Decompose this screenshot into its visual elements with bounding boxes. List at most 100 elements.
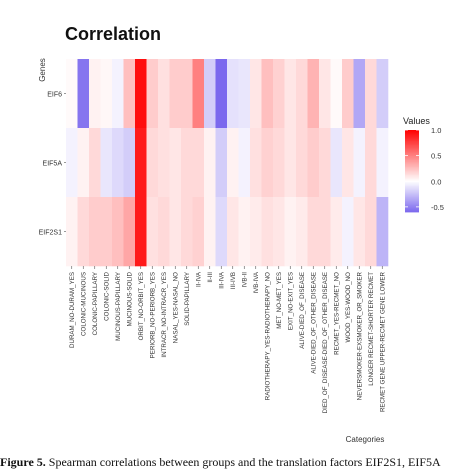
legend-gradient-step [405,149,419,151]
row-label: EIF2S1 [39,230,62,237]
row-label: EIF5A [43,161,63,168]
column-label: MUCINOUS-SOLID [127,271,134,326]
heatmap-cell [227,197,239,267]
heatmap-cell [330,197,343,267]
legend-gradient-step [405,158,419,161]
heatmap-cell [100,197,113,267]
heatmap-cell [192,128,205,198]
column-label: II-IVA [196,271,203,287]
legend-gradient-step [405,175,419,177]
heatmap-cell [342,128,354,198]
heatmap-cell [319,59,331,129]
heatmap-cell [365,197,377,267]
legend-gradient-step [405,139,419,142]
heatmap-cell [192,197,205,267]
heatmap-cell [250,197,262,267]
heatmap-cell [123,197,136,267]
column-label: COLONIC-PAPILLARY [92,272,99,335]
legend-gradient-step [405,201,419,203]
heatmap-cell [376,128,389,198]
legend-gradient-step [405,172,419,175]
heatmap-cell [77,128,90,198]
heatmap-cell [77,197,90,267]
legend-gradient-step [405,165,419,168]
heatmap-cell [273,128,285,198]
heatmap-cell [89,128,101,198]
heatmap-cell [181,128,193,198]
column-label: MUCINOUS-PAPILLARY [115,272,122,341]
heatmap-cell [77,59,90,129]
heatmap-cell [123,59,136,129]
legend-gradient-step [405,210,419,213]
heatmap-cell [169,128,182,198]
column-label: IVB-II [242,272,249,288]
heatmap-cell [296,128,308,198]
legend-gradient-step [405,194,419,196]
heatmap-cell [319,128,331,198]
heatmap-cell [112,59,124,129]
legend-gradient-step [405,161,419,164]
heatmap-cell [135,59,147,129]
legend-gradient-step [405,190,419,192]
legend-tick-label: 1.0 [431,126,441,135]
column-label: NEVERSMOKER-EXSMOKER_OR_SMOKER [357,271,364,400]
legend-gradient-step [405,173,419,176]
legend-gradient-step [405,160,419,162]
legend-gradient-step [405,171,419,173]
heatmap-cell [250,128,262,198]
y-axis-title: Genes [38,58,47,82]
legend-gradient-step [405,166,419,169]
caption-text: Spearman correlations between groups and… [48,455,441,469]
legend-tick-label: 0.5 [431,152,441,161]
legend-gradient-step [405,192,419,195]
heatmap-cell [330,59,343,129]
column-label: COLONIC-SOLID [104,271,111,320]
legend-gradient-step [405,195,419,198]
column-label: INTRACR_NO-INTRACR_YES [161,272,168,358]
heatmap-cell [204,197,216,267]
legend-gradient-step [405,168,419,171]
heatmap-cell [273,197,285,267]
column-label: DURAM_NO-DURAM_YES [69,272,76,348]
heatmap-cell [66,197,78,267]
legend-gradient-step [405,146,419,149]
heatmap-cell [100,59,113,129]
legend-tick-label: 0.0 [431,177,441,186]
legend-gradient-step [405,203,419,206]
heatmap-cell [261,197,274,267]
column-label: NASAL_YES-NASAL_NO [173,272,180,343]
legend-gradient-step [405,151,419,154]
heatmap-cell [123,128,136,198]
heatmap-cell [296,59,308,129]
heatmap-cell [215,128,228,198]
heatmap-cell [112,128,124,198]
heatmap-cell [296,197,308,267]
legend-gradient-step [405,155,419,158]
legend-gradient-step [405,181,419,184]
legend-gradient-step [405,138,419,140]
legend-gradient-step [405,191,419,194]
heatmap-cell [66,59,78,129]
legend-gradient-step [405,131,419,134]
heatmap-chart: EIF6 EIF5A EIF2S1 DURAM_NO-DURAM_YES COLONIC… [38,58,444,444]
heatmap-cell [342,59,354,129]
heatmap-cell [169,197,182,267]
chart-title: Correlation [65,24,162,44]
heatmap-cell [353,197,366,267]
heatmap-cell [376,59,389,129]
legend-gradient-step [405,188,419,191]
legend-gradient-step [405,135,419,138]
x-axis-title: Categories [346,435,385,444]
heatmap-cell [192,59,205,129]
legend-tick-label: -0.5 [431,203,444,212]
heatmap-cell [112,197,124,267]
column-label: ALIVE-DIED_OF_DISEASE [299,272,306,349]
heatmap-cell [181,197,193,267]
heatmap-cell [169,59,182,129]
legend-gradient-step [405,187,419,190]
column-label: LONGER RECMET-SHORTER RECMET [368,272,375,386]
heatmap-cell [284,197,297,267]
legend-gradient-step [405,162,419,165]
legend-gradient-step [405,143,419,146]
